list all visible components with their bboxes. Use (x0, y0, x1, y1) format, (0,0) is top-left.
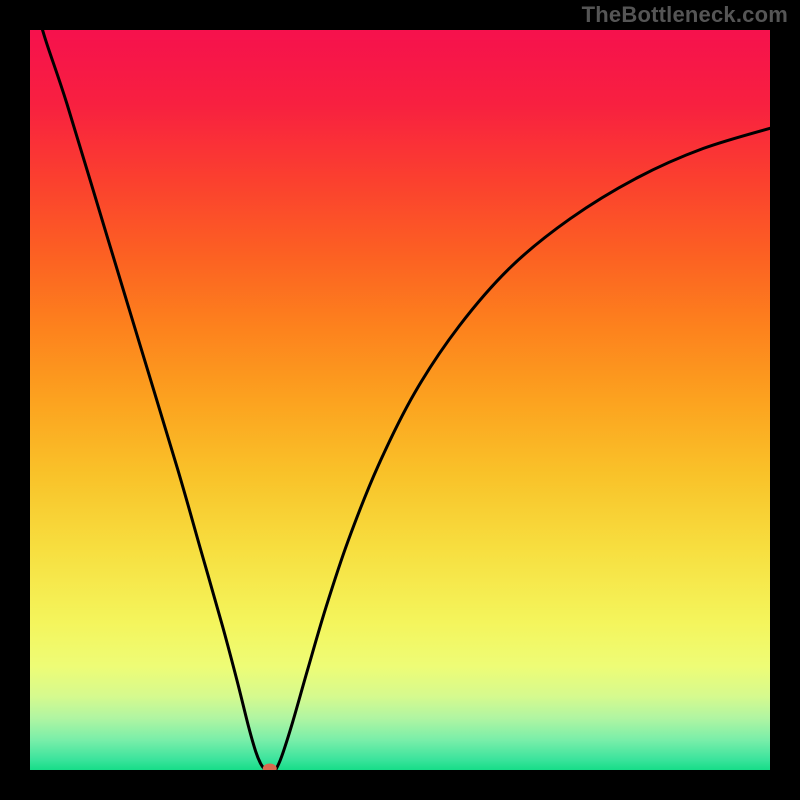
gradient-background (30, 30, 770, 770)
chart-svg (30, 30, 770, 770)
minimum-marker (263, 764, 277, 770)
plot-area (30, 30, 770, 770)
watermark-text: TheBottleneck.com (582, 2, 788, 28)
figure-frame: TheBottleneck.com (0, 0, 800, 800)
